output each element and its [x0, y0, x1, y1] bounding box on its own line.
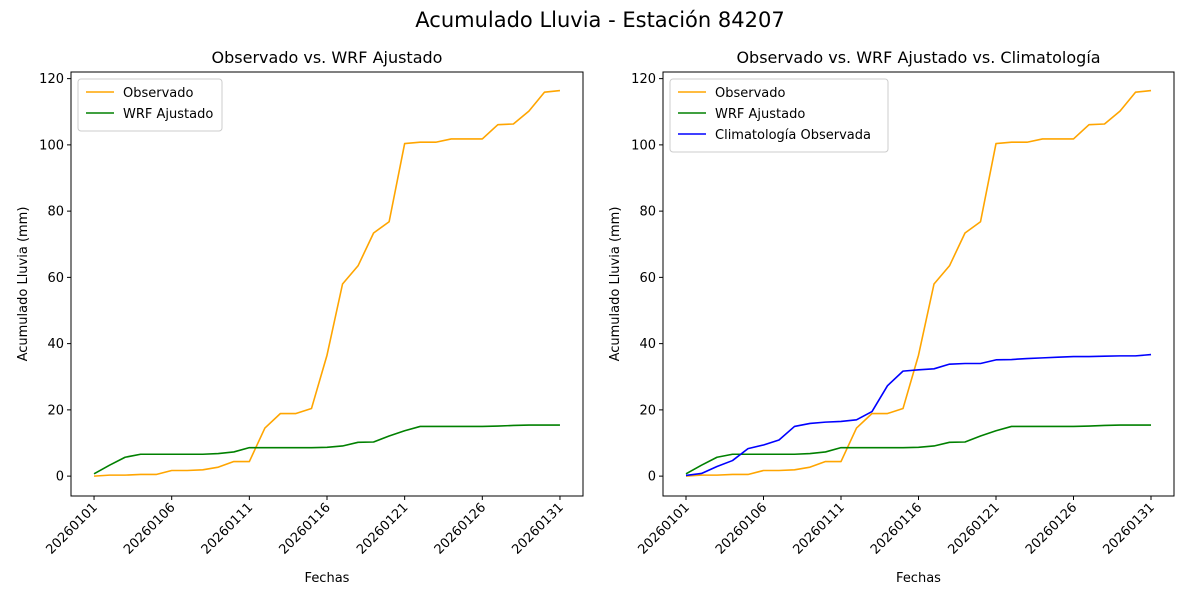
legend-label: Observado [715, 86, 786, 101]
y-tick-label: 0 [648, 470, 656, 485]
series-line-2 [93, 424, 560, 475]
x-tick-label: 20260126 [1023, 500, 1080, 557]
plot-frame [70, 71, 584, 497]
x-tick-label: 20260121 [945, 500, 1002, 557]
x-tick-label: 20260111 [199, 500, 256, 557]
x-axis-label: Fechas [305, 571, 350, 586]
x-tick-label: 20260101 [635, 500, 692, 557]
legend-label: Climatología Observada [715, 128, 871, 143]
x-tick-label: 20260131 [509, 500, 566, 557]
y-tick-label: 80 [47, 205, 64, 220]
series-line-1 [685, 89, 1152, 477]
y-tick-label: 120 [631, 72, 656, 87]
y-tick-label: 100 [631, 138, 656, 153]
y-tick-label: 60 [47, 271, 64, 286]
series-line-1 [93, 89, 561, 477]
y-tick-label: 120 [39, 72, 64, 87]
y-tick-label: 60 [639, 271, 656, 286]
x-tick-label: 20260126 [432, 500, 489, 557]
x-tick-label: 20260101 [43, 500, 100, 557]
legend-label: WRF Ajustado [715, 107, 805, 122]
figure-title: Acumulado Lluvia - Estación 84207 [415, 8, 785, 32]
legend: Observado WRF Ajustado [77, 78, 223, 132]
x-tick-label: 20260116 [276, 500, 333, 557]
legend-label: WRF Ajustado [123, 107, 213, 122]
y-tick-label: 0 [56, 470, 64, 485]
x-tick-label: 20260116 [868, 500, 925, 557]
chart-title: Observado vs. WRF Ajustado vs. Climatolo… [736, 48, 1100, 67]
y-axis-label: Acumulado Lluvia (mm) [608, 207, 623, 362]
y-tick-label: 80 [639, 205, 656, 220]
y-tick-label: 40 [639, 337, 656, 352]
legend-box [669, 78, 889, 153]
series-line-3 [685, 353, 1152, 477]
chart-title: Observado vs. WRF Ajustado [212, 48, 443, 67]
x-tick-label: 20260131 [1100, 500, 1157, 557]
legend-label: Observado [123, 86, 194, 101]
series-line-2 [685, 424, 1152, 475]
x-tick-label: 20260106 [713, 500, 770, 557]
legend: Observado WRF Ajustado Climatología Observ… [669, 78, 889, 153]
chart-panel-2: Observado vs. WRF Ajustado vs. Climatolo… [608, 48, 1175, 586]
chart-panel-1: Observado vs. WRF Ajustado 0 20 40 60 80 100 12… [16, 48, 584, 586]
y-tick-label: 40 [47, 337, 64, 352]
plot-frame [662, 71, 1175, 497]
x-tick-label: 20260111 [790, 500, 847, 557]
x-tick-label: 20260106 [121, 500, 178, 557]
x-tick-label: 20260121 [354, 500, 411, 557]
y-tick-label: 100 [39, 138, 64, 153]
y-tick-label: 20 [47, 403, 64, 418]
x-axis-label: Fechas [896, 571, 941, 586]
y-axis-label: Acumulado Lluvia (mm) [16, 207, 31, 362]
y-tick-label: 20 [639, 403, 656, 418]
